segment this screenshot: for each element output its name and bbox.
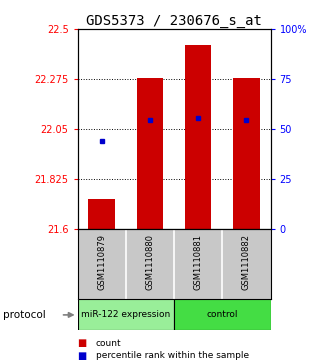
Text: ■: ■ [78,338,87,348]
Text: GSM1110881: GSM1110881 [194,234,203,290]
Bar [174,299,271,330]
Bar [137,78,163,229]
Bar [233,78,260,229]
Text: miR-122 expression: miR-122 expression [81,310,170,319]
Bar [78,299,174,330]
Text: GSM1110882: GSM1110882 [242,234,251,290]
Text: control: control [207,310,238,319]
Text: GSM1110879: GSM1110879 [97,234,106,290]
Title: GDS5373 / 230676_s_at: GDS5373 / 230676_s_at [86,14,262,28]
Text: GSM1110880: GSM1110880 [146,234,154,290]
Text: ■: ■ [78,351,87,361]
Bar [185,45,212,229]
Text: protocol: protocol [3,310,46,320]
Text: percentile rank within the sample: percentile rank within the sample [96,351,249,360]
Bar [88,199,115,229]
Text: count: count [96,339,121,347]
